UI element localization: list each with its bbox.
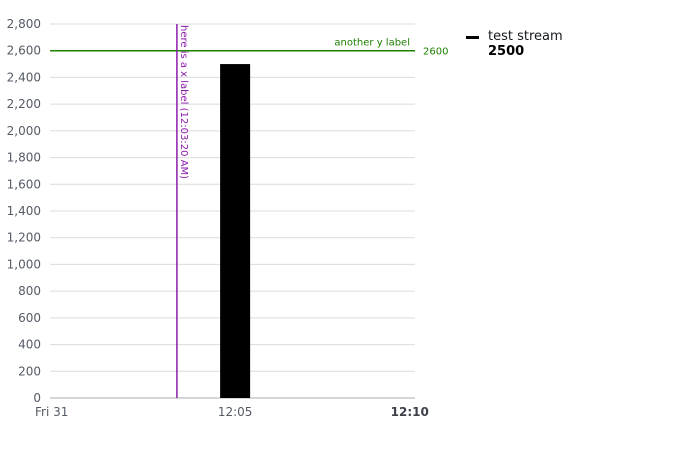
y-tick-label: 200 — [18, 364, 41, 378]
legend: test stream 2500 — [466, 29, 563, 59]
y-tick-label: 2,200 — [7, 97, 41, 111]
vertical-annotation-label: here is a x label (12:03:20 AM) — [178, 25, 189, 179]
y-tick-label: 1,400 — [7, 204, 41, 218]
y-tick-label: 0 — [33, 391, 41, 405]
y-tick-label: 1,000 — [7, 257, 41, 271]
legend-series-name: test stream — [488, 29, 563, 44]
legend-swatch — [466, 36, 479, 39]
y-tick-label: 2,400 — [7, 70, 41, 84]
y-tick-label: 1,800 — [7, 151, 41, 165]
y-tick-label: 1,600 — [7, 177, 41, 191]
y-tick-label: 1,200 — [7, 231, 41, 245]
horizontal-annotation-value: 2600 — [423, 47, 448, 58]
legend-series-value: 2500 — [488, 44, 525, 59]
y-tick-label: 800 — [18, 284, 41, 298]
y-tick-label: 400 — [18, 338, 41, 352]
x-tick-label: 12:05 — [218, 405, 253, 419]
bar — [220, 64, 251, 399]
x-tick-label: 12:10 — [391, 405, 429, 419]
y-tick-label: 2,800 — [7, 17, 41, 31]
horizontal-annotation-label: another y label — [334, 38, 410, 49]
y-tick-label: 600 — [18, 311, 41, 325]
x-tick-label: Fri 31 — [35, 405, 68, 419]
y-tick-label: 2,000 — [7, 124, 41, 138]
y-tick-label: 2,600 — [7, 44, 41, 58]
